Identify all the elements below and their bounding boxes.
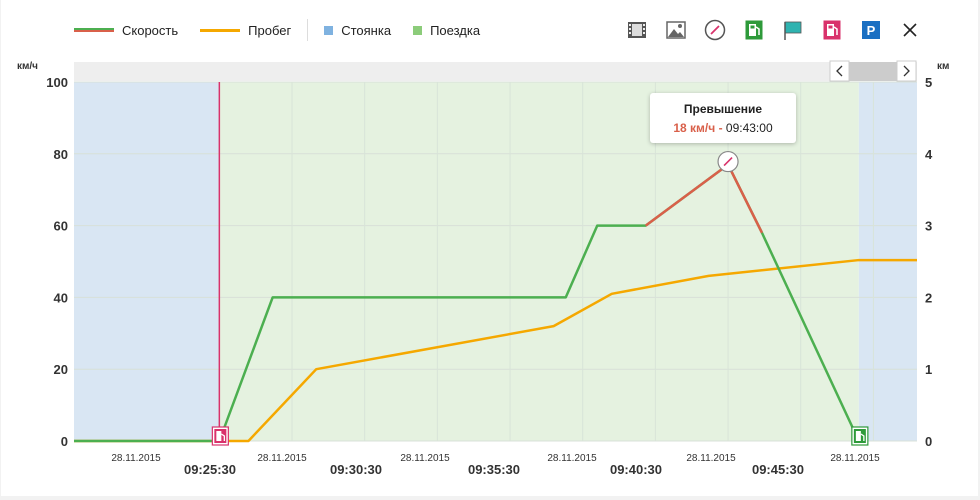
series-layer (74, 82, 917, 443)
legend-speed-label: Скорость (122, 22, 179, 38)
navigator-left-arrow[interactable] (829, 60, 850, 82)
tooltip-time: 09:43:00 (725, 121, 773, 135)
left-tick-label: 80 (54, 147, 68, 162)
speeding-tooltip: Превышение 18 км/ч - 09:43:00 (650, 93, 796, 143)
legend: Скорость Пробег Стоянка Поездка (74, 18, 502, 42)
x-tick-time: 09:25:30 (184, 462, 236, 477)
navigator-track[interactable] (74, 62, 917, 81)
svg-text:P: P (867, 23, 876, 38)
x-tick-date: 28.11.2015 (400, 453, 450, 464)
x-tick-date: 28.11.2015 (257, 453, 307, 464)
right-tick-label: 5 (925, 75, 932, 90)
toolbar: P (624, 17, 936, 43)
x-tick-time: 09:30:30 (330, 462, 382, 477)
legend-parking[interactable]: Стоянка (324, 23, 391, 38)
x-tick-time: 09:35:30 (468, 462, 520, 477)
navigator-thumb[interactable] (846, 62, 902, 81)
left-tick-label: 40 (54, 290, 68, 305)
right-tick-label: 3 (925, 219, 932, 234)
navigator-right-arrow[interactable] (896, 60, 917, 82)
legend-trip[interactable]: Поездка (413, 23, 480, 38)
film-icon[interactable] (624, 17, 650, 43)
x-tick-date: 28.11.2015 (111, 453, 161, 464)
legend-mileage-label: Пробег (248, 22, 292, 38)
speeding-marker-icon[interactable] (717, 150, 739, 173)
right-tick-label: 1 (925, 362, 932, 377)
left-tick-label: 0 (61, 434, 68, 449)
legend-divider (307, 19, 309, 41)
right-axis-unit: км (937, 61, 949, 72)
speedometer-icon[interactable] (702, 17, 728, 43)
tooltip-separator: - (715, 121, 726, 135)
tooltip-title: Превышение (683, 102, 763, 116)
x-tick-date: 28.11.2015 (830, 453, 880, 464)
fuel-drain-icon[interactable] (819, 17, 845, 43)
x-tick-date: 28.11.2015 (547, 453, 597, 464)
y-ticks: 0 0 20 1 40 2 60 3 80 4 100 5 (46, 75, 933, 449)
right-tick-label: 2 (925, 290, 932, 305)
left-tick-label: 100 (46, 75, 68, 90)
parking-band (74, 82, 220, 441)
tooltip-line: 18 км/ч - 09:43:00 (650, 121, 796, 135)
right-tick-label: 0 (925, 434, 932, 449)
markers-layer (211, 150, 869, 446)
legend-speed[interactable]: Скорость (74, 23, 178, 38)
fuel-fill-icon[interactable] (741, 17, 767, 43)
trip-legend-swatch (413, 25, 423, 35)
image-icon[interactable] (663, 17, 689, 43)
legend-mileage[interactable]: Пробег (200, 23, 291, 38)
x-ticks: 28.11.2015 09:25:30 28.11.2015 09:30:30 28.1… (111, 453, 880, 477)
parking-band (858, 82, 917, 441)
legend-parking-label: Стоянка (341, 22, 392, 38)
flag-icon[interactable] (780, 17, 806, 43)
right-tick-label: 4 (925, 147, 933, 162)
left-tick-label: 60 (54, 219, 68, 234)
x-tick-time: 09:40:30 (610, 462, 662, 477)
speed-legend-swatch (74, 28, 114, 32)
tooltip-value: 18 км/ч (673, 121, 716, 135)
fuel-drain-marker-icon[interactable] (211, 426, 229, 446)
mileage-line (74, 258, 917, 443)
fuel-fill-marker-icon[interactable] (851, 426, 869, 446)
close-icon[interactable] (897, 17, 923, 43)
navigator-scrollbar (74, 60, 917, 82)
x-tick-time: 09:45:30 (752, 462, 804, 477)
parking-legend-swatch (324, 25, 334, 35)
left-axis-unit: км/ч (17, 61, 38, 72)
mileage-legend-swatch (200, 28, 241, 32)
x-tick-date: 28.11.2015 (686, 453, 736, 464)
left-tick-label: 20 (54, 362, 68, 377)
legend-trip-label: Поездка (430, 22, 481, 38)
parking-icon[interactable]: P (858, 17, 884, 43)
